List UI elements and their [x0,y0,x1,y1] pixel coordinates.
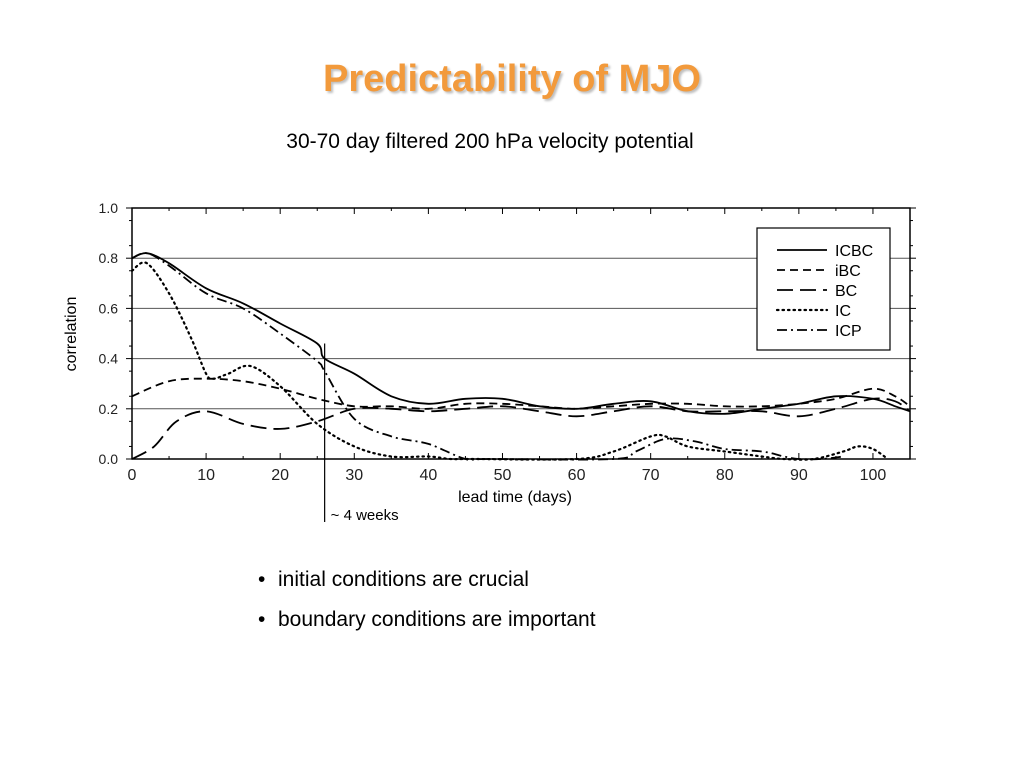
x-tick-label: 40 [419,467,437,484]
chart-title: 30-70 day filtered 200 hPa velocity pote… [286,130,694,153]
bullet-item: • initial conditions are crucial [258,565,596,605]
y-axis-label: correlation [63,297,80,372]
y-tick-label: 0.4 [99,351,119,367]
x-tick-label: 90 [790,467,808,484]
y-tick-label: 0.0 [99,451,119,467]
x-tick-label: 60 [568,467,586,484]
series-line-icbc [131,252,911,415]
y-tick-label: 0.6 [99,300,119,316]
y-tick-label: 1.0 [99,200,119,216]
x-tick-label: 80 [716,467,734,484]
legend-label: ICP [835,323,862,340]
bullet-item: • boundary conditions are important [258,605,596,645]
legend-label: IC [835,303,851,320]
y-tick-label: 0.8 [99,250,119,266]
legend-label: ICBC [835,243,873,260]
series-line-bc [131,397,911,460]
legend-label: iBC [835,263,861,280]
legend-label: BC [835,283,857,300]
bullet-dot-icon: • [258,568,266,591]
annotation-label: ~ 4 weeks [331,507,399,524]
x-axis-label: lead time (days) [458,489,572,506]
bullet-list: • initial conditions are crucial • boundar… [258,565,596,645]
x-tick-label: 10 [197,467,215,484]
x-tick-label: 0 [128,467,137,484]
y-tick-label: 0.2 [99,401,119,417]
series-line-icp [131,252,844,461]
slide-title: Predictability of MJO [323,58,701,100]
bullet-text: boundary conditions are important [278,608,596,631]
bullet-text: initial conditions are crucial [278,568,529,591]
x-tick-label: 20 [271,467,289,484]
x-tick-label: 70 [642,467,660,484]
bullet-dot-icon: • [258,608,266,631]
x-tick-label: 100 [860,467,887,484]
x-tick-label: 50 [494,467,512,484]
series-line-ibc [131,377,911,410]
x-tick-label: 30 [345,467,363,484]
